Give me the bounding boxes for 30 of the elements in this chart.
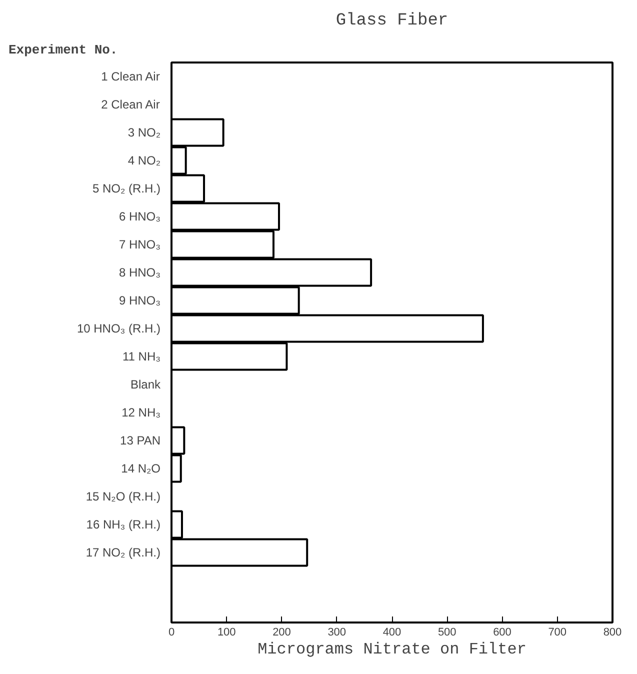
y-axis-title: Experiment No. — [8, 42, 118, 58]
y-tick-label: 7 HNO₃ — [118, 238, 161, 252]
x-axis-title: Micrograms Nitrate on Filter — [258, 640, 526, 658]
y-tick-label: 12 NH₃ — [122, 406, 161, 420]
y-tick-label: 8 HNO₃ — [118, 266, 161, 280]
y-tick-label: 1 Clean Air — [101, 70, 160, 84]
x-tick-label: 300 — [328, 626, 346, 638]
y-tick-label: 13 PAN — [120, 434, 161, 448]
y-tick-label: 11 NH₃ — [122, 350, 161, 364]
y-tick-label: 17 NO₂ (R.H.) — [86, 546, 161, 560]
chart-title: Glass Fiber — [336, 12, 448, 30]
x-tick-label: 800 — [603, 626, 622, 638]
x-tick-label: 400 — [382, 626, 402, 638]
y-tick-label: 2 Clean Air — [101, 98, 160, 112]
y-tick-label: Blank — [130, 378, 162, 392]
y-tick-label: 3 NO₂ — [128, 126, 161, 140]
x-tick-label: 700 — [548, 626, 567, 638]
x-tick-label: 600 — [493, 626, 512, 638]
y-tick-label: 16 NH₃ (R.H.) — [86, 518, 161, 532]
y-tick-label: 15 N₂O (R.H.) — [86, 490, 161, 504]
y-tick-label: 6 HNO₃ — [118, 210, 161, 224]
y-tick-label: 9 HNO₃ — [118, 294, 161, 308]
y-tick-label: 4 NO₂ — [128, 154, 161, 168]
x-tick-label: 500 — [438, 626, 456, 638]
x-tick-label: 200 — [272, 626, 291, 638]
x-tick-label: 100 — [217, 626, 236, 638]
y-tick-label: 5 NO₂ (R.H.) — [92, 182, 161, 196]
y-tick-label: 10 HNO₃ (R.H.) — [76, 322, 161, 336]
x-tick-label: 0 — [168, 626, 175, 638]
y-tick-label: 14 N₂O — [121, 462, 161, 476]
